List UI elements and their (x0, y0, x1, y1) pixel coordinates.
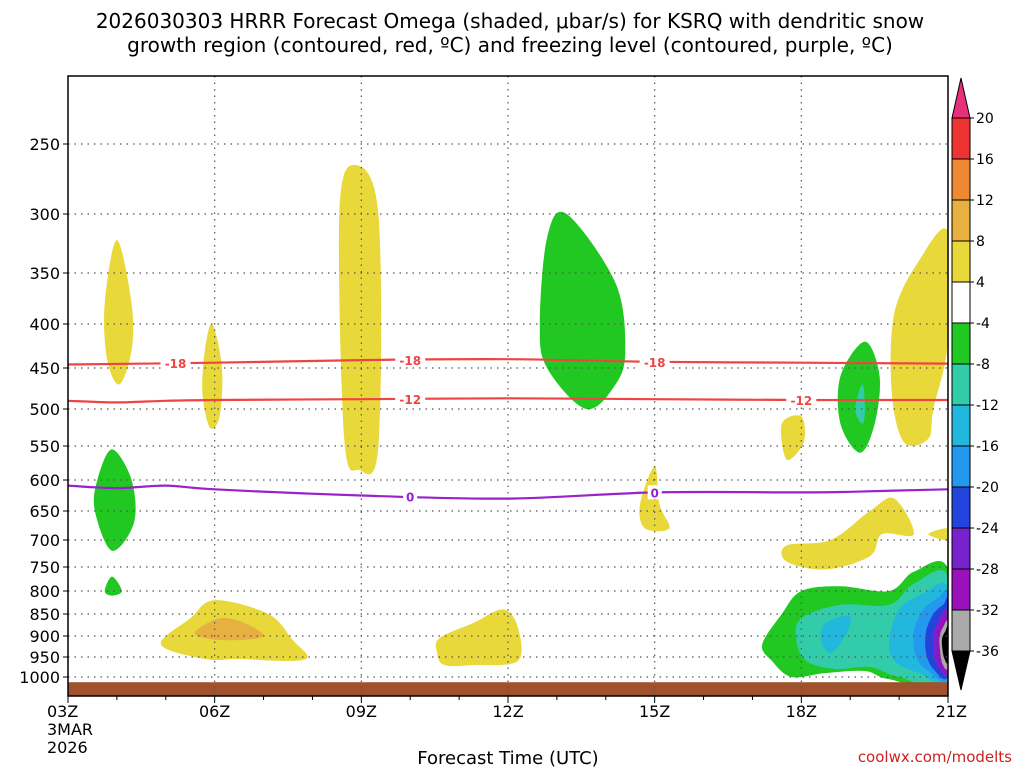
y-tick-label-1000: 1000 (19, 668, 60, 687)
colorbar-label-12: -32 (976, 603, 999, 619)
colorbar-label-11: -28 (976, 562, 999, 578)
isotherm-label-bg-minus-18-1 (395, 352, 426, 367)
omega-yellow-low-2 (435, 609, 522, 667)
colorbar-box-8 (951, 445, 971, 488)
colorbar-label-4: 4 (976, 275, 985, 291)
y-tick-label-650: 650 (29, 502, 60, 521)
contour-lines-layer: -18 -18 -18 -12 -12 0 0 (68, 352, 948, 505)
omega-green-cell-1 (93, 449, 136, 551)
colorbar-label-13: -36 (976, 644, 999, 660)
omega-sky-low (820, 615, 852, 653)
colorbar-label-5: -4 (976, 316, 990, 332)
ground-band (68, 682, 948, 696)
omega-shading-layer (68, 165, 948, 696)
chart-title-line-2: growth region (contoured, red, ºC) and f… (127, 33, 893, 57)
y-tick-label-450: 450 (29, 359, 60, 378)
isotherm-label-minus-12-1: -12 (790, 394, 812, 408)
x-axis-label: Forecast Time (UTC) (417, 748, 598, 768)
y-tick-label-500: 500 (29, 400, 60, 419)
x-axis-date-year: 2026 (47, 738, 88, 757)
y-tick-label-350: 350 (29, 264, 60, 283)
y-tick-label-750: 750 (29, 558, 60, 577)
colorbar-label-8: -16 (976, 439, 999, 455)
isotherm-label-minus-18-2: -18 (644, 356, 666, 370)
isotherm-label-bg-zero-freezing-0 (403, 489, 418, 504)
colorbar: 20 16 12 8 4 -4 -8 -12 -16 -20 -24 -28 -32 -36 (951, 77, 999, 691)
y-tick-label-300: 300 (29, 205, 60, 224)
x-tick-label-18Z: 18Z (786, 702, 817, 721)
y-tick-label-550: 550 (29, 437, 60, 456)
isotherm-label-zero-freezing-0: 0 (406, 491, 414, 505)
isotherm-label-zero-freezing-1: 0 (650, 486, 658, 500)
isotherm-label-bg-minus-18-2 (639, 354, 670, 369)
isotherm-zero-freezing (68, 484, 948, 500)
colorbar-box-9 (951, 486, 971, 529)
colorbar-bottom-arrow (951, 650, 971, 691)
colorbar-box-0 (951, 117, 971, 160)
omega-orange-low-1 (194, 618, 264, 641)
omega-yellow-cell-7 (781, 497, 914, 570)
colorbar-label-10: -24 (976, 521, 999, 537)
x-axis-date-month: 3MAR (47, 720, 93, 739)
x-tick-label-15Z: 15Z (639, 702, 670, 721)
y-tick-label-850: 850 (29, 605, 60, 624)
y-tick-label-600: 600 (29, 471, 60, 490)
y-tick-label-700: 700 (29, 531, 60, 550)
x-tick-label-12Z: 12Z (492, 702, 523, 721)
x-tick-label-09Z: 09Z (346, 702, 377, 721)
colorbar-box-7 (951, 404, 971, 447)
colorbar-box-6 (951, 363, 971, 406)
omega-yellow-cell-8 (928, 528, 948, 541)
omega-yellow-cell-2 (202, 323, 223, 429)
colorbar-label-3: 8 (976, 234, 985, 250)
colorbar-box-5 (951, 322, 971, 365)
chart-title-line-1: 2026030303 HRRR Forecast Omega (shaded, … (96, 9, 924, 33)
omega-green-cell-2 (104, 576, 122, 596)
y-tick-label-400: 400 (29, 315, 60, 334)
isotherm-label-minus-12-0: -12 (399, 393, 421, 407)
colorbar-box-2 (951, 199, 971, 242)
isotherm-label-bg-minus-12-0 (395, 391, 426, 406)
y-tick-label-250: 250 (29, 135, 60, 154)
omega-cyan-cell-4 (855, 384, 865, 424)
x-tick-label-06Z: 06Z (199, 702, 230, 721)
isotherm-label-minus-18-0: -18 (165, 357, 187, 371)
omega-yellow-cell-1 (104, 240, 134, 385)
colorbar-label-9: -20 (976, 480, 999, 496)
isotherm-label-bg-minus-18-0 (160, 356, 191, 371)
x-tick-label-03Z: 03Z (47, 702, 78, 721)
omega-yellow-cell-5 (780, 415, 806, 461)
isotherm-label-bg-minus-12-1 (786, 392, 817, 407)
axes-layer: 250 300 350 400 450 500 550 600 650 700 750 800 850 9… (19, 75, 967, 721)
y-tick-label-950: 950 (29, 648, 60, 667)
site-credit: coolwx.com/modelts (858, 748, 1012, 766)
colorbar-box-3 (951, 240, 971, 283)
x-tick-label-21Z: 21Z (936, 702, 967, 721)
omega-yellow-cell-3 (338, 165, 382, 475)
colorbar-box-10 (951, 527, 971, 570)
y-tick-label-900: 900 (29, 627, 60, 646)
isotherm-minus-12 (68, 397, 948, 404)
isotherm-label-minus-18-1: -18 (399, 354, 421, 368)
colorbar-label-6: -8 (976, 357, 990, 373)
colorbar-box-12 (951, 609, 971, 652)
isotherm-minus-18 (68, 358, 948, 366)
colorbar-box-1 (951, 158, 971, 201)
colorbar-box-11 (951, 568, 971, 611)
colorbar-label-1: 16 (976, 152, 994, 168)
isotherm-label-bg-zero-freezing-1 (647, 485, 662, 500)
colorbar-label-0: 20 (976, 111, 994, 127)
colorbar-label-2: 12 (976, 193, 994, 209)
colorbar-label-7: -12 (976, 398, 999, 414)
y-tick-label-800: 800 (29, 582, 60, 601)
colorbar-box-4 (951, 281, 971, 324)
omega-yellow-cell-6 (890, 228, 948, 446)
